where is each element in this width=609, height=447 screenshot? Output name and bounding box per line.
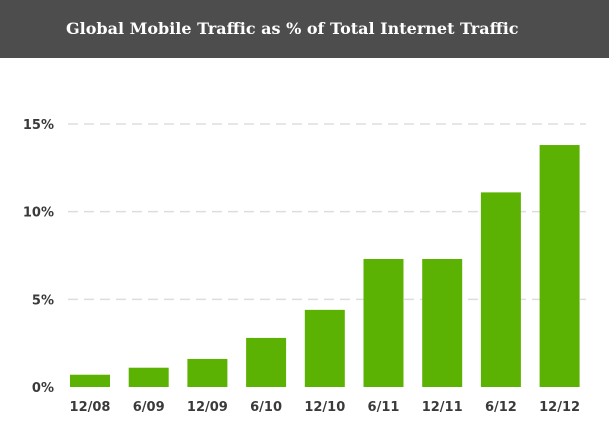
x-tick-label: 6/10: [250, 400, 282, 415]
chart-title: Global Mobile Traffic as % of Total Inte…: [66, 19, 519, 38]
y-tick-label: 0%: [32, 381, 54, 396]
x-axis-tick-labels: 12/08 6/09 12/09 6/10 12/10 6/11 12/11 6/12 12/1…: [70, 400, 581, 415]
bar: [480, 192, 521, 387]
x-tick-label: 6/12: [485, 400, 517, 415]
bar: [70, 374, 110, 387]
bar: [304, 309, 345, 387]
y-axis-tick-labels: 0% 5% 10% 15%: [23, 118, 54, 396]
bar: [539, 145, 580, 387]
y-tick-label: 5%: [32, 293, 54, 308]
bar: [246, 337, 287, 387]
bars: [70, 145, 580, 387]
bar: [422, 259, 463, 387]
y-tick-label: 15%: [23, 118, 54, 133]
bar: [363, 259, 404, 387]
x-tick-label: 12/11: [422, 400, 463, 415]
y-tick-label: 10%: [23, 206, 54, 221]
x-tick-label: 6/11: [368, 400, 400, 415]
x-tick-label: 12/12: [539, 400, 580, 415]
header-bar: Global Mobile Traffic as % of Total Inte…: [0, 0, 609, 58]
bar: [187, 358, 228, 387]
x-tick-label: 6/09: [133, 400, 165, 415]
x-tick-label: 12/08: [70, 400, 111, 415]
bar: [128, 367, 169, 387]
gridlines: [68, 123, 586, 301]
x-tick-label: 12/10: [304, 400, 345, 415]
x-tick-label: 12/09: [187, 400, 228, 415]
